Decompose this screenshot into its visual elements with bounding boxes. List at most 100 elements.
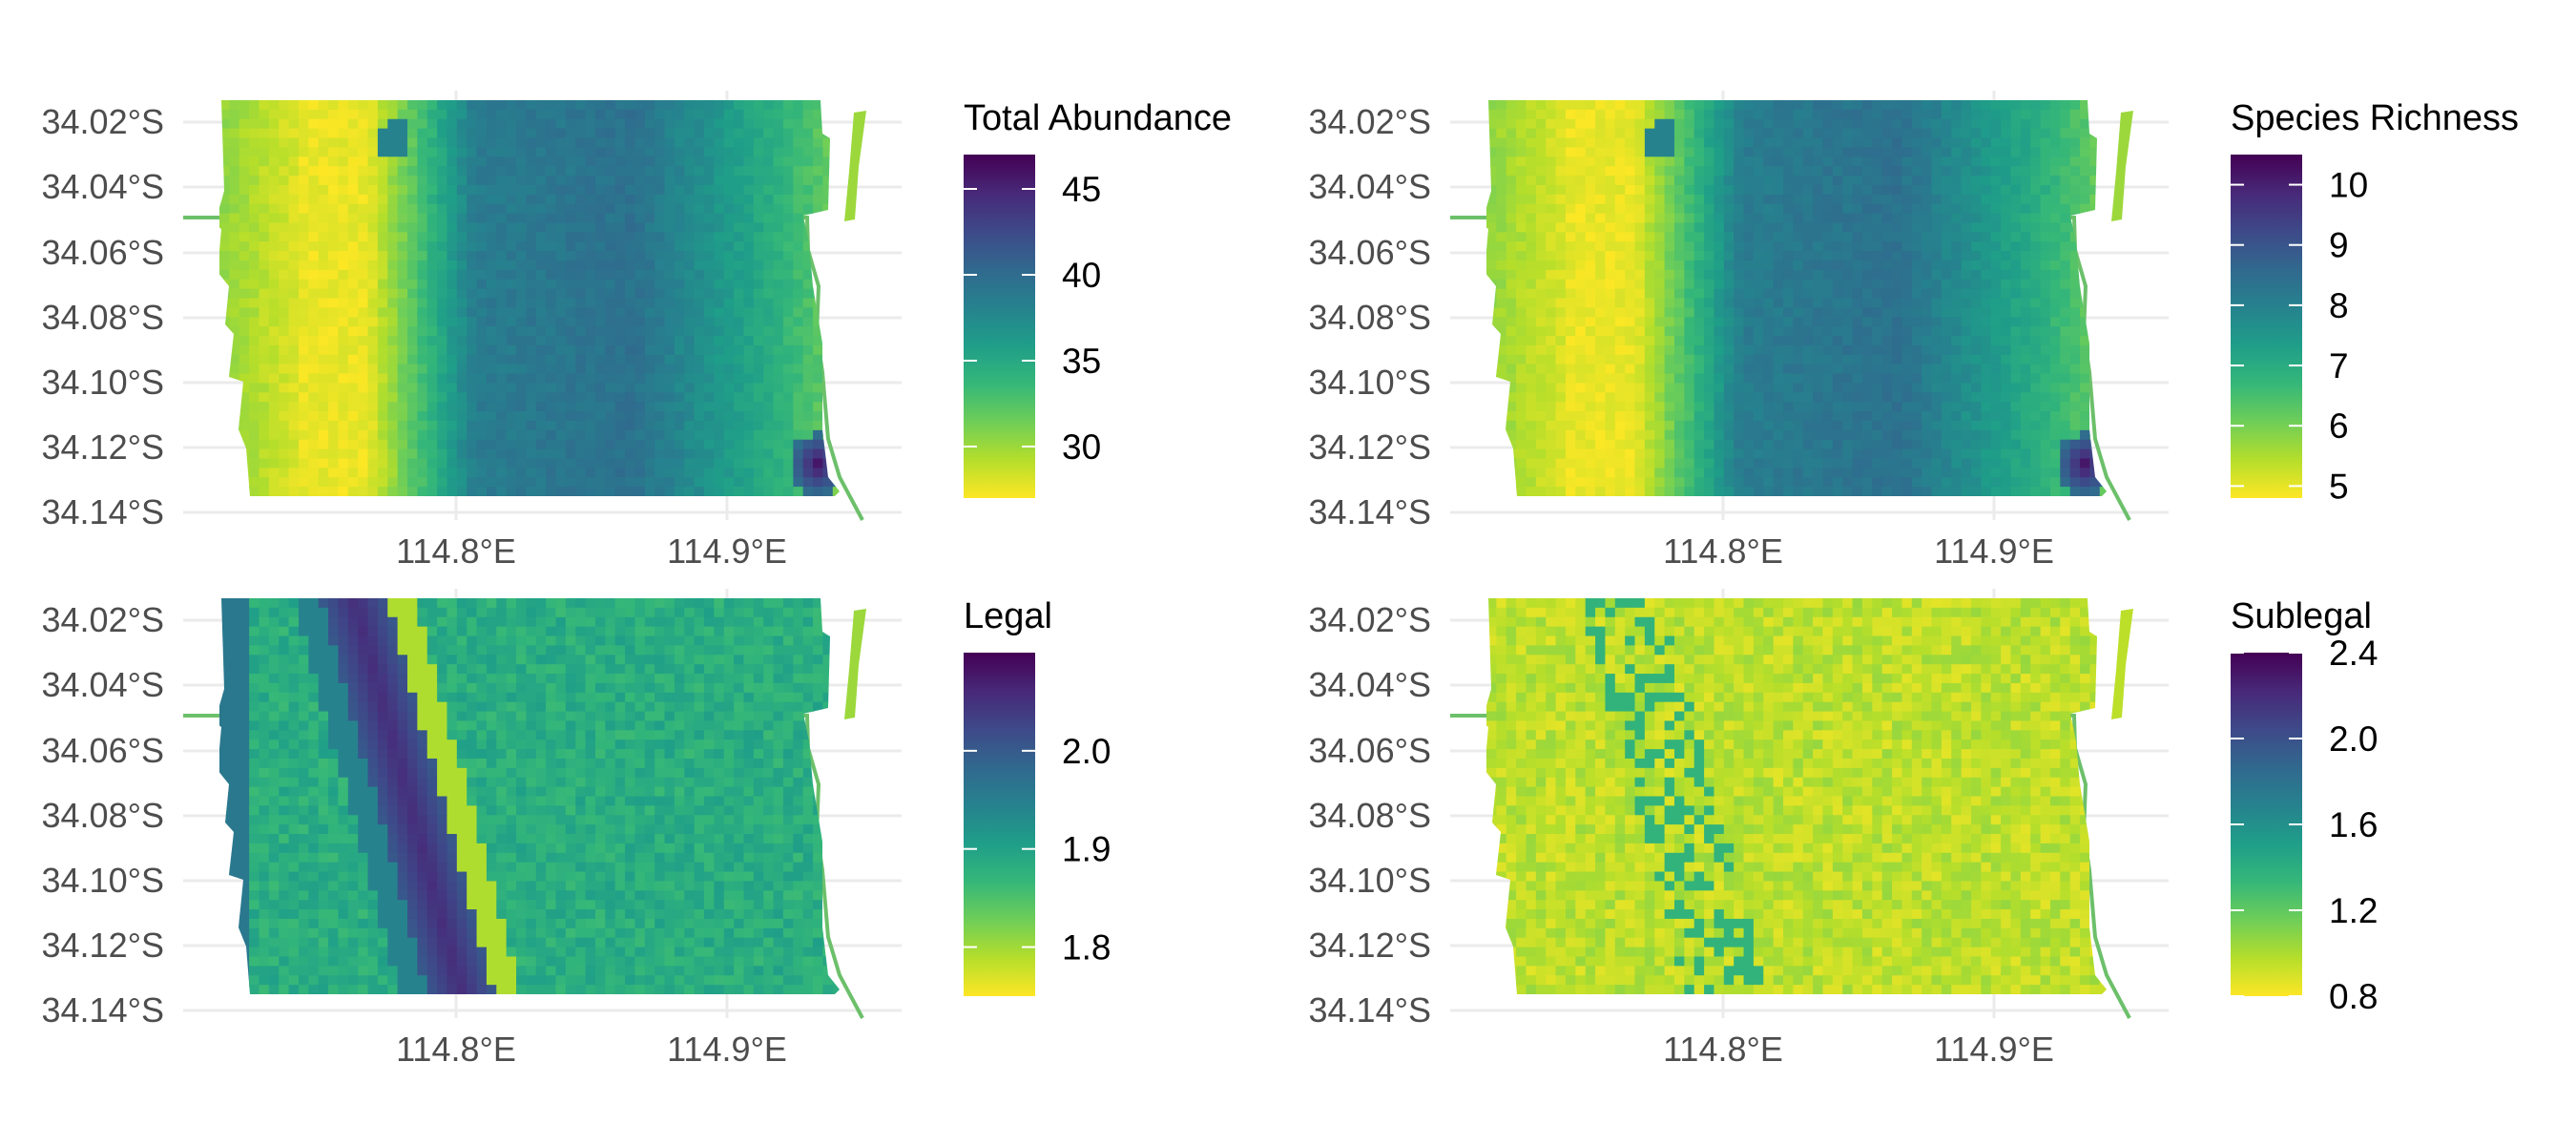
raster-cell [229,156,240,167]
raster-cell [406,260,418,271]
raster-cell [2020,288,2031,300]
raster-cell [467,109,478,120]
raster-cell [614,156,626,167]
raster-cell [704,166,715,177]
raster-cell [625,100,636,111]
raster-cell [298,147,309,157]
raster-cell [496,260,508,271]
raster-cell [1961,232,1972,242]
raster-cell [773,317,784,327]
raster-cell [2040,364,2051,375]
raster-cell [605,317,616,327]
raster-cell [1773,307,1784,318]
raster-cell [1832,317,1843,327]
raster-cell [1773,213,1784,224]
raster-cell [1565,147,1576,157]
raster-cell [1922,118,1933,130]
raster-cell [1496,260,1507,271]
raster-cell [367,307,379,318]
raster-cell [704,307,715,318]
raster-cell [1753,373,1764,385]
raster-cell [1516,251,1527,261]
raster-cell [1872,176,1883,186]
raster-cell [555,468,567,478]
raster-cell [437,487,448,496]
raster-cell [1595,269,1607,281]
raster-cell [1486,336,1497,346]
raster-cell [1526,232,1537,242]
raster-cell [763,176,775,186]
raster-cell [2001,203,2012,215]
raster-cell [883,299,893,308]
raster-cell [328,156,340,167]
raster-cell [1922,251,1933,261]
raster-cell [694,251,705,261]
raster-cell [1693,109,1705,120]
legend-tick-label: 9 [2329,226,2349,265]
raster-cell [1872,354,1883,365]
raster-cell [714,147,725,157]
raster-cell [1931,288,1942,300]
raster-cell [456,364,467,375]
raster-cell [308,317,320,327]
raster-cell [734,458,745,468]
raster-cell [506,118,517,130]
raster-cell [417,487,428,496]
raster-cell [377,288,388,300]
raster-cell [793,336,804,346]
raster-cell [1575,251,1587,261]
raster-cell [684,420,696,431]
raster-cell [723,279,735,290]
raster-cell [2139,364,2150,374]
raster-cell [684,166,696,177]
raster-cell [249,373,260,385]
raster-cell [832,344,840,356]
raster-cell [367,109,379,120]
raster-cell [447,477,458,488]
raster-cell [298,468,309,478]
raster-cell [2020,203,2031,215]
raster-cell [1822,194,1834,205]
raster-cell [1486,279,1497,290]
raster-cell [565,288,576,300]
raster-cell [1555,222,1567,233]
raster-cell [832,392,840,403]
raster-cell [2109,270,2120,280]
raster-cell [625,336,636,346]
raster-cell [714,364,725,375]
raster-cell [1852,307,1863,318]
raster-cell [714,194,725,205]
raster-cell [1990,241,2002,252]
raster-cell [2030,203,2042,215]
raster-cell [723,487,735,496]
raster-cell [2040,100,2051,111]
raster-cell [1535,288,1547,300]
raster-cell [219,156,230,167]
raster-cell [1881,317,1893,327]
raster-cell [1743,344,1755,356]
raster-cell [614,487,626,496]
raster-cell [387,448,399,460]
raster-cell [1734,288,1745,300]
raster-cell [594,307,606,318]
raster-cell [644,448,655,460]
raster-cell [1506,317,1517,327]
raster-cell [219,477,230,488]
raster-cell [467,176,478,186]
raster-cell [1516,128,1527,139]
raster-cell [1802,326,1814,337]
raster-cell [2020,100,2031,111]
raster-cell [2139,345,2150,355]
raster-cell [1595,118,1607,130]
raster-cell [1625,288,1636,300]
raster-cell [526,373,537,385]
raster-cell [1822,344,1834,356]
raster-cell [1813,317,1824,327]
raster-cell [1673,307,1685,318]
raster-cell [883,156,893,166]
y-tick-label: 34.06°S [1309,233,1432,272]
raster-cell [1664,128,1675,139]
raster-cell [367,402,379,412]
raster-cell [1931,251,1942,261]
raster-cell [249,439,260,450]
